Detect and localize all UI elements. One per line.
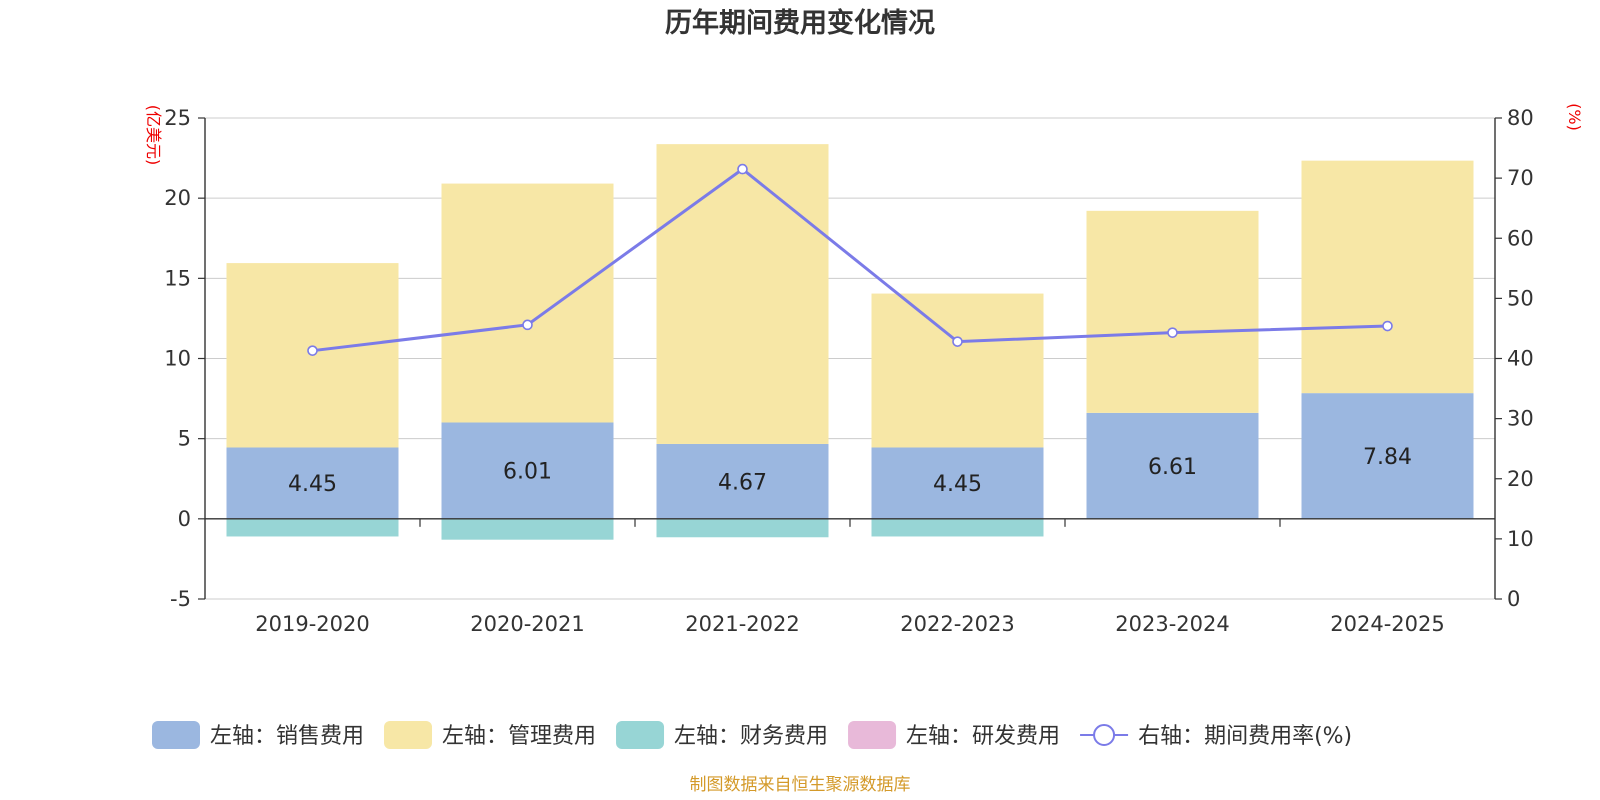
bar-1-1 — [441, 183, 614, 423]
legend: 左轴：销售费用 左轴：管理费用 左轴：财务费用 左轴：研发费用 右轴：期间费用率(%) — [152, 721, 1352, 749]
bar-0-5 — [1301, 393, 1474, 519]
rate-point — [1382, 320, 1393, 332]
rate-point — [522, 319, 533, 331]
legend-swatch-1 — [384, 721, 433, 749]
bar-0-2 — [656, 443, 829, 519]
bar-0-0 — [226, 447, 399, 519]
left-tick-label: 20 — [164, 186, 191, 210]
right-tick-label: 80 — [1507, 106, 1534, 130]
x-tick-label: 2023-2024 — [1115, 612, 1229, 636]
x-tick-label: 2024-2025 — [1330, 612, 1444, 636]
bar-0-1 — [441, 422, 614, 519]
legend-swatch-0 — [152, 721, 200, 749]
right-tick-label: 60 — [1507, 226, 1534, 250]
legend-marker — [1093, 724, 1116, 746]
bar-2-1 — [441, 518, 614, 540]
bar-0-4 — [1086, 412, 1259, 519]
bar-2-0 — [226, 518, 399, 537]
legend-label-3: 左轴：研发费用 — [906, 724, 1060, 749]
left-tick-label: 5 — [178, 427, 191, 451]
rate-point — [952, 336, 963, 347]
data-labels: 4.45 6.01 4.67 4.45 6.61 7.84 — [288, 445, 1412, 497]
bars — [226, 144, 1474, 540]
rate-line-path — [312, 167, 1388, 353]
right-tick-label: 20 — [1507, 467, 1534, 491]
left-axis-unit: (亿美元) — [144, 105, 163, 166]
right-tick-label: 10 — [1507, 527, 1534, 551]
x-tick-label: 2021-2022 — [685, 612, 799, 636]
left-tick-label: 25 — [164, 106, 191, 130]
left-tick-label: 10 — [164, 347, 191, 371]
x-tick-label: 2019-2020 — [255, 612, 369, 636]
rate-point — [1167, 327, 1178, 338]
right-tick-label: 0 — [1507, 587, 1520, 611]
bar-1-5 — [1301, 160, 1474, 394]
source-note: 制图数据来自恒生聚源数据库 — [690, 775, 911, 795]
legend-label-0: 左轴：销售费用 — [210, 724, 364, 749]
left-tick-label: 15 — [164, 266, 191, 290]
data-label: 6.61 — [1148, 455, 1197, 480]
bar-0-3 — [871, 447, 1044, 519]
bar-1-4 — [1086, 210, 1259, 413]
legend-label-1: 左轴：管理费用 — [442, 724, 596, 749]
bar-1-2 — [656, 144, 829, 444]
data-label: 4.45 — [288, 472, 337, 497]
data-label: 4.67 — [718, 470, 767, 495]
right-tick-label: 50 — [1507, 286, 1534, 310]
legend-swatch-3 — [848, 721, 897, 749]
bar-2-2 — [656, 518, 829, 538]
data-label: 7.84 — [1363, 445, 1412, 470]
legend-label-2: 左轴：财务费用 — [674, 724, 828, 749]
rate-point — [307, 345, 318, 356]
data-label: 4.45 — [933, 472, 982, 497]
axes: -5 0 5 10 15 20 25 0 10 20 30 40 50 60 70 80 2019-2020 20… — [164, 106, 1533, 636]
bar-2-3 — [871, 518, 1044, 537]
data-label: 6.01 — [503, 460, 552, 485]
bar-1-3 — [871, 293, 1044, 448]
right-tick-label: 30 — [1507, 407, 1534, 431]
right-axis-unit: (%) — [1565, 103, 1584, 131]
x-tick-label: 2022-2023 — [900, 612, 1014, 636]
rate-line — [307, 163, 1393, 356]
gridlines — [205, 117, 1495, 600]
right-tick-label: 40 — [1507, 347, 1534, 371]
left-tick-label: 0 — [178, 507, 191, 531]
right-tick-label: 70 — [1507, 166, 1534, 190]
legend-swatch-2 — [616, 721, 665, 749]
rate-point — [737, 163, 748, 175]
x-tick-label: 2020-2021 — [470, 612, 584, 636]
left-tick-label: -5 — [170, 587, 191, 611]
chart-title: 历年期间费用变化情况 — [665, 7, 935, 39]
legend-label-4: 右轴：期间费用率(%) — [1138, 724, 1352, 749]
